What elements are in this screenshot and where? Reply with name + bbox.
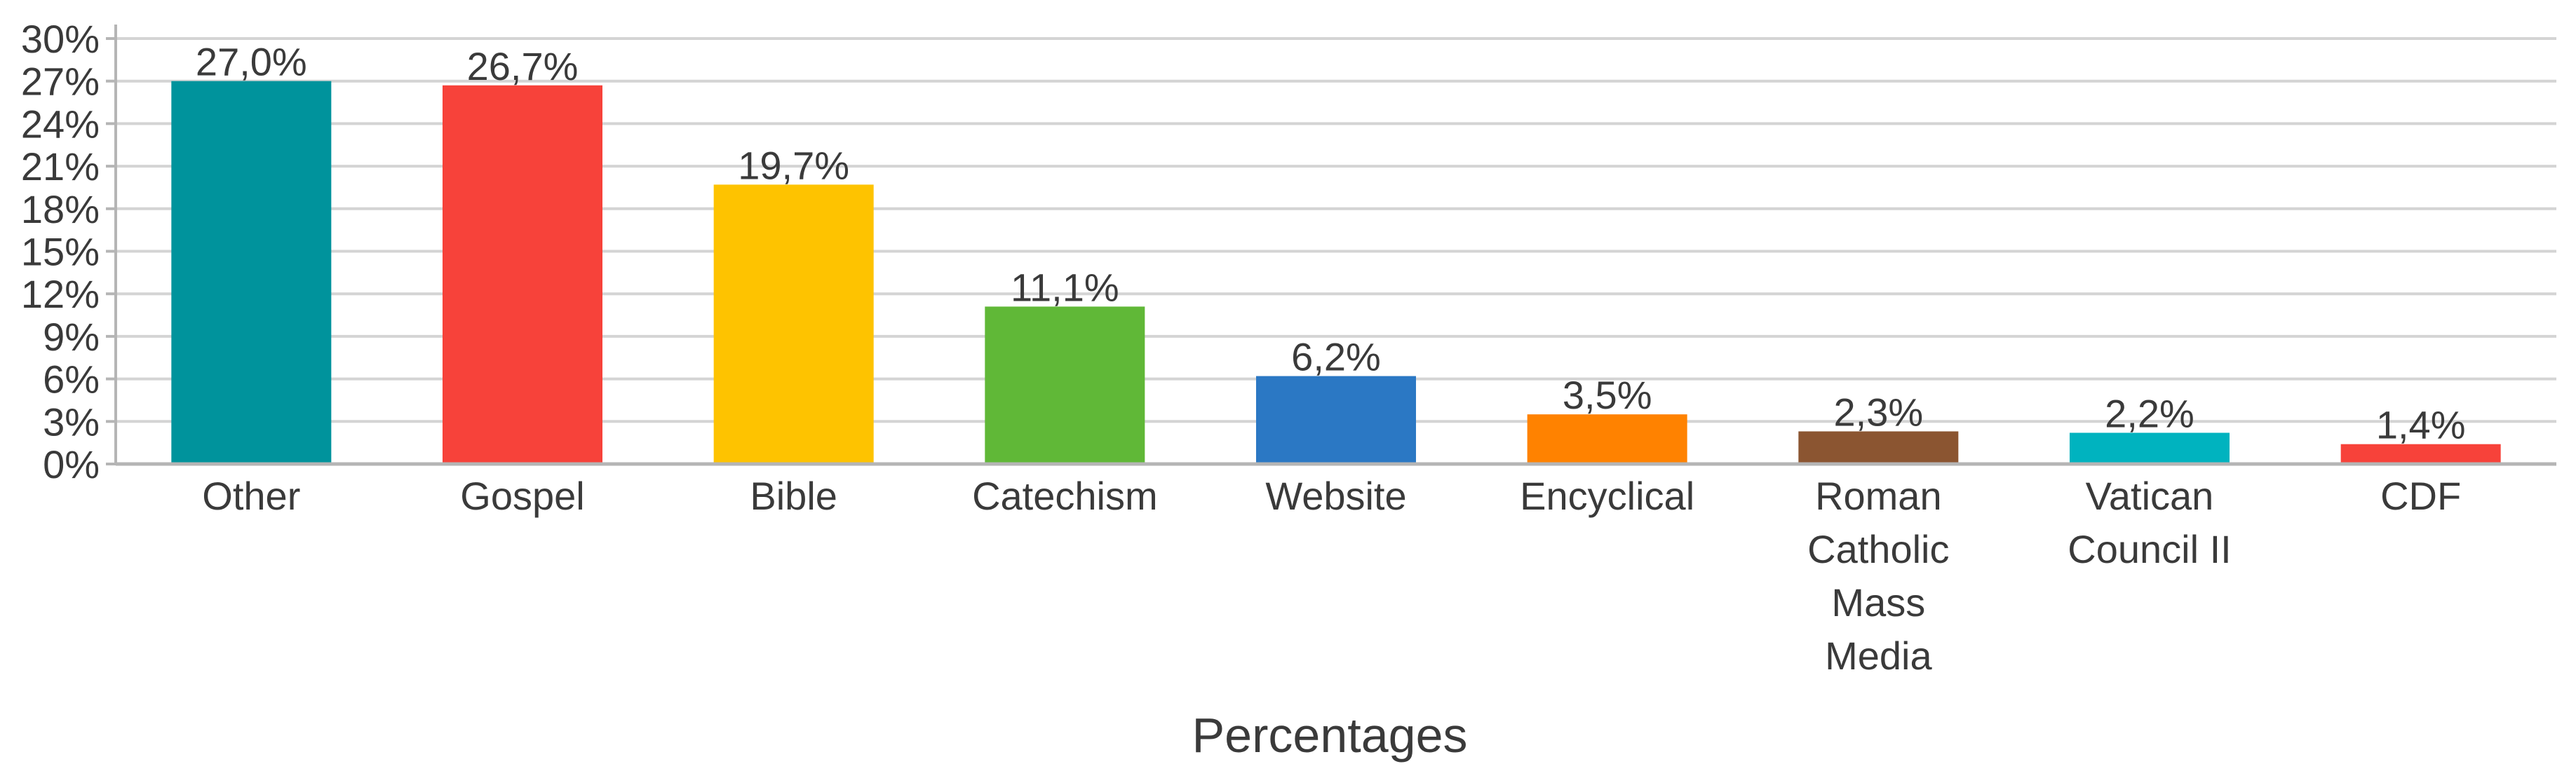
x-tick-label: Website xyxy=(1265,474,1406,518)
y-tick-label: 3% xyxy=(43,400,100,444)
y-tick-label: 0% xyxy=(43,442,100,486)
data-label: 3,5% xyxy=(1563,373,1652,417)
y-tick-label: 9% xyxy=(43,315,100,359)
bar xyxy=(1798,431,1959,464)
data-label: 2,2% xyxy=(2105,391,2194,435)
data-label: 6,2% xyxy=(1291,335,1381,379)
x-tick-label: Encyclical xyxy=(1520,474,1694,518)
bar xyxy=(985,306,1145,464)
data-label: 2,3% xyxy=(1834,390,1924,434)
y-tick-label: 15% xyxy=(21,230,100,274)
bars-layer xyxy=(171,81,2501,464)
x-tick-label: Bible xyxy=(750,474,837,518)
y-tick-label: 21% xyxy=(21,144,100,189)
bar xyxy=(2070,432,2230,464)
y-tick-label: 18% xyxy=(21,187,100,231)
data-label: 27,0% xyxy=(196,40,307,84)
data-label: 1,4% xyxy=(2376,403,2466,447)
bar xyxy=(1527,414,1687,464)
bar xyxy=(713,184,874,464)
x-tick-label: Gospel xyxy=(460,474,584,518)
y-tick-label: 30% xyxy=(21,17,100,61)
y-tick-label: 12% xyxy=(21,272,100,316)
x-tick-label: Catechism xyxy=(972,474,1158,518)
labels-layer: 0%3%6%9%12%15%18%21%24%27%30% 27,0% Other 2… xyxy=(21,17,2466,678)
x-tick-label: Other xyxy=(202,474,300,518)
y-tick-label: 6% xyxy=(43,357,100,402)
bar xyxy=(443,85,602,464)
bar xyxy=(2340,444,2501,464)
bar xyxy=(171,81,332,464)
data-label: 19,7% xyxy=(738,143,849,187)
x-tick-label: Vatican Council II xyxy=(2068,474,2231,571)
x-tick-label: CDF xyxy=(2380,474,2461,518)
data-label: 11,1% xyxy=(1011,265,1119,309)
x-tick-label: Roman Catholic Mass Media xyxy=(1807,474,1949,678)
bar xyxy=(1256,376,1416,464)
axis-layer xyxy=(106,25,2556,466)
y-tick-label: 24% xyxy=(21,102,100,146)
data-label: 26,7% xyxy=(467,44,579,88)
y-tick-label: 27% xyxy=(21,60,100,104)
x-axis-title: Percentages xyxy=(1192,708,1467,763)
